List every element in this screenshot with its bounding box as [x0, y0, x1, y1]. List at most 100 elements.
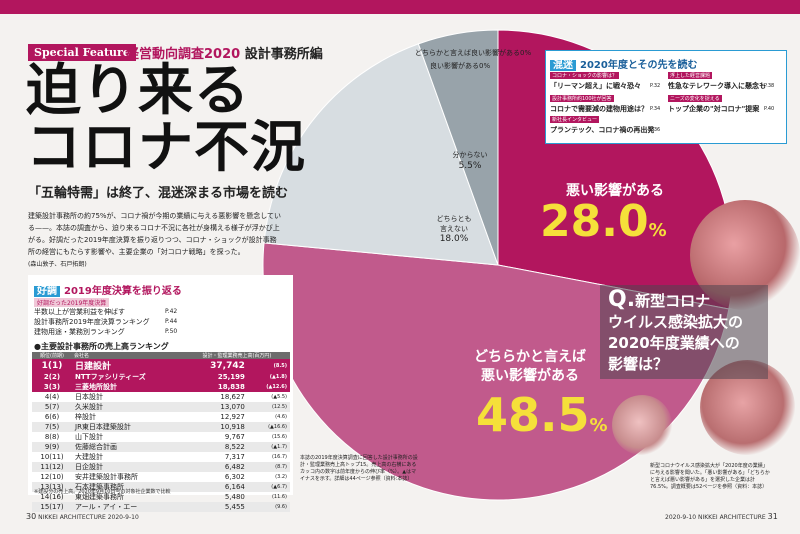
ranking-row: 9(9) 佐藤総合計画 8,522 (▲1.7) — [32, 442, 290, 452]
change-cell: (15.6) — [271, 434, 287, 440]
headline: 迫り来る コロナ不況 — [26, 62, 306, 176]
sales-cell: 12,927 — [220, 413, 245, 421]
future-item-category: コロナ・ショックの影響は？ — [550, 72, 620, 79]
question-line2: ウイルス感染拡大の — [608, 313, 744, 331]
sales-cell: 5,480 — [224, 493, 245, 501]
ranking-title: ●主要設計事務所の売上高ランキング — [34, 342, 169, 351]
label-neutral-line1: どちらとも — [436, 215, 472, 223]
label-somewhat-good: どちらかと言えば良い影響がある0% — [415, 49, 532, 57]
label-unknown-text: 分からない — [452, 151, 488, 159]
change-cell: (3.2) — [275, 474, 287, 480]
future-item-link[interactable]: プランテック、コロナ禍の再出発 — [550, 126, 655, 134]
value-bad-percent: % — [648, 220, 667, 241]
sales-cell: 7,317 — [224, 453, 245, 461]
future-item-link[interactable]: 「リーマン超え」に戦々恐々 — [550, 82, 641, 90]
value-somewhat-bad-number: 48.5 — [476, 388, 590, 442]
byline: (森山敦子、石戸拓朗) — [28, 261, 87, 268]
company-cell: アール・アイ・エー — [72, 502, 184, 512]
special-feature-label: Special Feature — [28, 44, 136, 61]
future-item-page: P.36 — [650, 127, 661, 133]
survey-title: 経営動向調査2020 — [126, 47, 241, 62]
rank-cell: 1(1) — [32, 359, 72, 372]
sales-cell: 25,199 — [183, 372, 248, 382]
review-box-heading: 好調 2019年度決算を振り返る — [34, 282, 182, 297]
col-rank: 順位(前期) — [32, 352, 72, 359]
right-page-number: 31 — [767, 512, 778, 521]
survey-subtitle: 設計事務所編 — [244, 47, 323, 62]
company-cell: NTTファシリティーズ — [72, 372, 184, 382]
pie-slice-neutral — [263, 43, 499, 266]
ranking-header-row: 順位(前期) 会社名 設計・監理業務売上高(百万円) — [32, 352, 290, 359]
lead-paragraph: 建築設計事務所の約75%が、コロナ禍が今期の業績に与える悪影響を懸念している——… — [28, 210, 283, 271]
ranking-row: 15(17) アール・アイ・エー 5,455 (9.6) — [32, 502, 290, 512]
ranking-row: 2(2) NTTファシリティーズ 25,199 (▲1.8) — [32, 372, 290, 382]
ranking-row: 10(11) 大建設計 7,317 (16.7) — [32, 452, 290, 462]
future-item-category: 設計事務所約100社が回答 — [550, 95, 614, 102]
label-somewhat-bad: どちらかと言えば 悪い影響がある — [455, 348, 605, 386]
review-link-page: P.44 — [165, 318, 178, 325]
company-cell: 久米設計 — [72, 402, 184, 412]
col-sales: 設計・監理業務売上高(百万円) — [183, 352, 290, 359]
company-cell: JR東日本建築設計 — [72, 422, 184, 432]
right-magazine: NIKKEI ARCHITECTURE — [697, 514, 766, 521]
ranking-row: 12(10) 安井建築設計事務所 6,302 (3.2) — [32, 472, 290, 482]
future-item-category: 新社長インタビュー — [550, 116, 600, 123]
company-cell: 大建設計 — [75, 453, 103, 461]
pie-slice-unknown — [417, 29, 499, 266]
rank-cell: 13(13) — [32, 482, 72, 492]
sales-cell: 9,767 — [224, 433, 245, 441]
change-cell: (8.5) — [247, 359, 290, 372]
review-category: 好調だった2019年度決算 — [34, 298, 110, 307]
ranking-row: 7(5) JR東日本建築設計 10,918 (▲16.6) — [32, 422, 290, 432]
future-item-link[interactable]: コロナで需要減の建物用途は？ — [550, 105, 648, 113]
left-magazine: NIKKEI ARCHITECTURE — [38, 514, 106, 521]
rank-cell: 12(10) — [40, 473, 64, 481]
ranking-row: 1(1) 日建設計 37,742 (8.5) — [32, 359, 290, 372]
review-link[interactable]: 建物用途・業務別ランキング — [34, 328, 125, 336]
future-item-category: ニーズの変化を捉える — [668, 95, 722, 102]
ranking-row: 13(13) 石本建築事務所 6,164 (▲6.7) — [32, 482, 290, 492]
change-cell: (4.6) — [275, 414, 287, 420]
review-link[interactable]: 半数以上が営業利益を伸ばす — [34, 308, 125, 316]
headline-line1: 迫り来る — [26, 58, 251, 122]
label-neutral: どちらとも 言えない 18.0% — [424, 214, 484, 244]
top-color-bar — [0, 0, 800, 14]
review-link-page: P.50 — [165, 328, 178, 335]
ranking-row: 8(8) 山下設計 9,767 (15.6) — [32, 432, 290, 442]
future-item-page: P.40 — [764, 106, 775, 112]
review-title: 2019年度決算を振り返る — [64, 286, 182, 297]
rank-cell: 15(17) — [32, 502, 72, 512]
sales-cell: 6,164 — [183, 482, 248, 492]
rank-cell: 3(3) — [32, 382, 72, 392]
future-item-link[interactable]: 性急なテレワーク導入に懸念も — [668, 82, 766, 90]
company-cell: 東畑建築事務所 — [75, 493, 124, 501]
rank-cell: 5(7) — [32, 402, 72, 412]
value-bad: 28.0% — [540, 196, 667, 247]
future-panel-heading: 混迷 2020年度とその先を読む — [550, 56, 698, 71]
value-somewhat-bad-percent: % — [589, 415, 608, 436]
change-cell: (11.6) — [271, 494, 287, 500]
company-cell: 安井建築設計事務所 — [75, 473, 138, 481]
review-link[interactable]: 設計事務所2019年度決算ランキング — [34, 318, 150, 326]
survey-heading: 経営動向調査2020 設計事務所編 — [126, 43, 323, 62]
question-line1: 新型コロナ — [635, 292, 711, 310]
company-cell: 石本建築事務所 — [72, 482, 184, 492]
value-unknown: 5.5% — [458, 161, 482, 171]
rank-cell: 4(4) — [44, 393, 60, 401]
company-cell: 佐藤総合計画 — [72, 442, 184, 452]
change-cell: (▲12.6) — [247, 382, 290, 392]
value-bad-number: 28.0 — [540, 196, 649, 247]
future-item-page: P.32 — [650, 83, 661, 89]
company-cell: 日建設計 — [72, 359, 184, 372]
ranking-row: 5(7) 久米設計 13,070 (12.5) — [32, 402, 290, 412]
rank-cell: 11(12) — [32, 462, 72, 472]
review-tag: 好調 — [34, 286, 60, 297]
change-cell: (12.5) — [247, 402, 290, 412]
rank-cell: 10(11) — [40, 453, 64, 461]
change-cell: (▲5.5) — [271, 394, 287, 400]
future-item-link[interactable]: トップ企業の"対コロナ"提案 — [668, 105, 760, 113]
rank-cell: 7(5) — [32, 422, 72, 432]
sales-cell: 10,918 — [183, 422, 248, 432]
change-cell: (▲1.7) — [247, 442, 290, 452]
question-mark: Q. — [608, 287, 636, 312]
